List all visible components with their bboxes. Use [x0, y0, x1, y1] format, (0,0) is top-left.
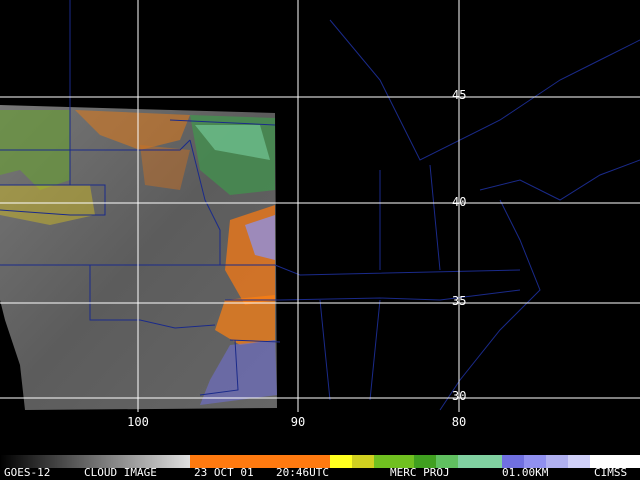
resolution: 01.00KM	[502, 466, 549, 479]
product: CLOUD IMAGE	[84, 466, 157, 479]
longitude-label: 90	[291, 415, 305, 429]
footer: GOES-12 CLOUD IMAGE 23 OCT 01 20:46UTC M…	[4, 466, 627, 479]
color-bar	[0, 455, 640, 468]
longitude-label: 80	[452, 415, 466, 429]
satellite: GOES-12	[4, 466, 50, 479]
projection: MERC PROJ	[390, 466, 450, 479]
grid-labels: 45 40 35 30 100 90 80	[127, 88, 466, 429]
latitude-label: 40	[452, 195, 466, 209]
longitude-label: 100	[127, 415, 149, 429]
graticule	[0, 0, 640, 412]
latitude-label: 30	[452, 389, 466, 403]
boundaries	[0, 0, 640, 411]
latitude-label: 45	[452, 88, 466, 102]
latitude-label: 35	[452, 294, 466, 308]
source: CIMSS	[594, 466, 627, 479]
date: 23 OCT 01	[194, 466, 254, 479]
time: 20:46UTC	[276, 466, 329, 479]
